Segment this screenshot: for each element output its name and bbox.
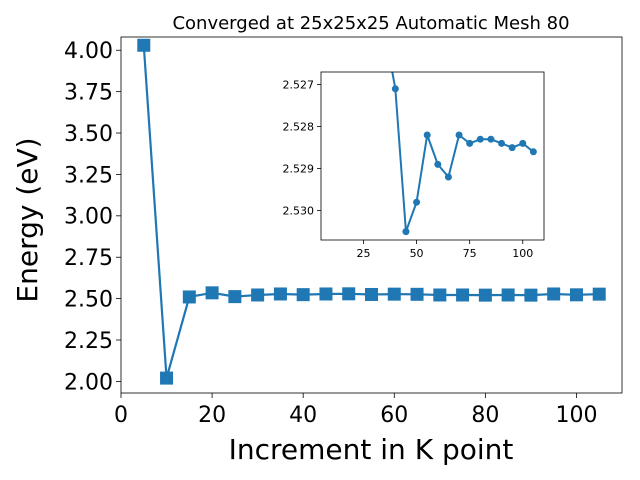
inset-data-point — [466, 139, 474, 147]
inset-data-point — [498, 139, 506, 147]
main-y-tick-label: 2.75 — [64, 246, 113, 271]
chart-title: Converged at 25x25x25 Automatic Mesh 80 — [172, 13, 569, 34]
main-data-point — [342, 287, 356, 301]
inset-data-point — [508, 144, 516, 152]
inset-data-point — [413, 198, 421, 206]
main-y-tick-label: 4.00 — [64, 39, 113, 64]
inset-y-tick-label: 2.528 — [283, 121, 315, 134]
main-y-tick-label: 2.25 — [64, 329, 113, 354]
inset-x-tick-label: 75 — [463, 247, 477, 260]
main-x-tick-label: 80 — [471, 403, 499, 428]
main-y-tick-label: 3.50 — [64, 122, 113, 147]
main-plot: 0 20 40 60 80 100 2.00 2.25 2.50 2.75 3.00 3.25 3.50… — [64, 36, 623, 428]
inset-data-point — [391, 85, 399, 93]
inset-data-point — [519, 139, 527, 147]
main-data-point — [433, 288, 447, 302]
inset-series-line — [391, 72, 535, 233]
main-data-point — [273, 287, 287, 301]
main-data-point — [365, 287, 378, 301]
inset-x-tick-label: 25 — [356, 247, 370, 260]
main-y-tick-label: 2.00 — [64, 370, 113, 395]
main-series-line — [142, 45, 600, 380]
main-data-point — [228, 290, 242, 304]
inset-x-tick-label: 50 — [410, 247, 424, 260]
main-series — [137, 38, 606, 385]
inset-y-tick-label: 2.529 — [283, 163, 315, 176]
main-data-point — [569, 288, 583, 302]
main-data-point — [182, 290, 196, 304]
inset-plot: 25 50 75 100 2.527 2.528 2.529 2.530 — [283, 71, 545, 260]
inset-series — [391, 72, 537, 236]
inset-y-tick-label: 2.530 — [283, 205, 315, 218]
main-data-point — [524, 288, 538, 302]
main-data-point — [592, 287, 606, 301]
main-data-point — [547, 287, 561, 301]
inset-x-tick-label: 100 — [512, 247, 533, 260]
main-data-point — [501, 288, 515, 302]
main-data-point — [456, 288, 470, 302]
main-y-tick-label: 3.25 — [64, 163, 113, 188]
x-axis-label: Increment in K point — [229, 433, 514, 466]
main-y-tick-label: 3.00 — [64, 205, 113, 230]
y-axis-label: Energy (eV) — [11, 137, 44, 302]
main-y-tick-label: 3.75 — [64, 81, 113, 106]
main-data-point — [160, 371, 174, 385]
inset-data-point — [529, 148, 537, 156]
inset-data-point — [487, 135, 495, 143]
main-data-point — [251, 288, 265, 302]
main-data-point — [296, 288, 310, 302]
inset-data-point — [444, 173, 452, 181]
inset-y-tick-label: 2.527 — [283, 79, 315, 92]
inset-data-point — [423, 131, 431, 139]
main-data-point — [205, 286, 219, 300]
main-axes-frame — [120, 36, 623, 394]
inset-data-point — [476, 135, 484, 143]
inset-data-point — [434, 160, 442, 168]
inset-axes-frame — [320, 71, 545, 241]
main-x-tick-label: 20 — [198, 403, 226, 428]
main-data-point — [478, 288, 492, 302]
main-data-point — [410, 287, 424, 301]
main-x-tick-label: 100 — [555, 403, 597, 428]
main-x-tick-label: 40 — [289, 403, 317, 428]
inset-data-point — [402, 228, 410, 236]
main-data-point — [387, 287, 401, 301]
main-y-tick-label: 2.50 — [64, 288, 113, 313]
main-data-point — [137, 38, 151, 52]
inset-data-point — [455, 131, 463, 139]
main-x-tick-label: 60 — [380, 403, 408, 428]
main-data-point — [319, 287, 333, 301]
main-x-tick-label: 0 — [114, 403, 128, 428]
